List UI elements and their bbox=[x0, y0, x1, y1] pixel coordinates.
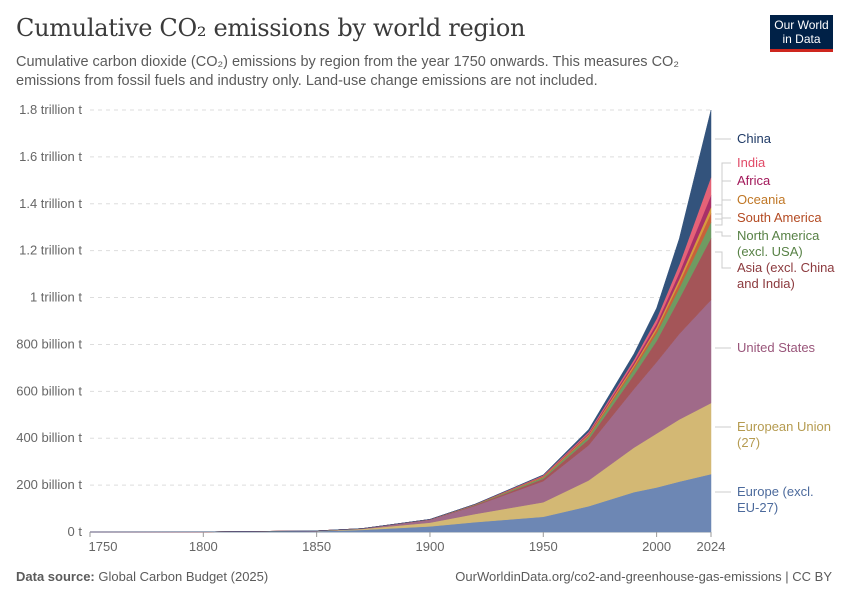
y-tick-label: 400 billion t bbox=[16, 430, 82, 445]
source-link[interactable]: Global Carbon Budget (2025) bbox=[98, 569, 269, 584]
legend-label: India bbox=[737, 155, 766, 170]
x-tick-label: 1900 bbox=[416, 539, 445, 554]
logo-line-1: Our World bbox=[774, 18, 829, 32]
y-tick-label: 800 billion t bbox=[16, 336, 82, 351]
legend-connector bbox=[715, 162, 731, 206]
y-tick-label: 1.6 trillion t bbox=[19, 149, 82, 164]
legend-connector bbox=[715, 217, 731, 226]
x-tick-label: 1800 bbox=[189, 539, 218, 554]
legend-label: Africa bbox=[737, 173, 771, 188]
legend-label: Oceania bbox=[737, 192, 786, 207]
legend-connector bbox=[715, 251, 731, 269]
x-tick-label: 2000 bbox=[642, 539, 671, 554]
x-tick-label: 1750 bbox=[89, 539, 118, 554]
legend-label: China bbox=[737, 131, 772, 146]
chart-subtitle: Cumulative carbon dioxide (CO₂) emission… bbox=[16, 54, 679, 89]
y-tick-label: 1 trillion t bbox=[30, 290, 82, 305]
legend-connector bbox=[715, 231, 731, 237]
legend-label: European Union bbox=[737, 419, 831, 434]
x-tick-label: 1850 bbox=[302, 539, 331, 554]
y-tick-label: 1.4 trillion t bbox=[19, 196, 82, 211]
owid-logo[interactable]: Our World in Data bbox=[770, 15, 833, 52]
y-tick-label: 600 billion t bbox=[16, 383, 82, 398]
legend-label: Europe (excl. bbox=[737, 484, 814, 499]
legend-label: United States bbox=[737, 340, 816, 355]
footer-url[interactable]: OurWorldinData.org/co2-and-greenhouse-ga… bbox=[455, 569, 832, 584]
legend-label: Asia (excl. China bbox=[737, 260, 835, 275]
y-tick-label: 1.8 trillion t bbox=[19, 102, 82, 117]
legend-label: (excl. USA) bbox=[737, 244, 803, 259]
chart-title: Cumulative CO₂ emissions by world region bbox=[16, 14, 526, 42]
data-source: Data source: Global Carbon Budget (2025) bbox=[16, 569, 268, 584]
y-tick-label: 200 billion t bbox=[16, 477, 82, 492]
area-china bbox=[89, 109, 712, 533]
legend-label: EU-27) bbox=[737, 500, 778, 515]
y-tick-label: 0 t bbox=[68, 524, 83, 539]
legend-connector bbox=[715, 180, 731, 215]
legend-label: North America bbox=[737, 228, 820, 243]
legend-label: (27) bbox=[737, 435, 760, 450]
legend-label: and India) bbox=[737, 276, 795, 291]
legend-label: South America bbox=[737, 210, 822, 225]
x-tick-label: 1950 bbox=[529, 539, 558, 554]
logo-line-2: in Data bbox=[782, 32, 821, 46]
x-tick-label: 2024 bbox=[697, 539, 726, 554]
source-label: Data source: bbox=[16, 569, 95, 584]
legend-connector bbox=[715, 199, 731, 220]
y-tick-label: 1.2 trillion t bbox=[19, 243, 82, 258]
